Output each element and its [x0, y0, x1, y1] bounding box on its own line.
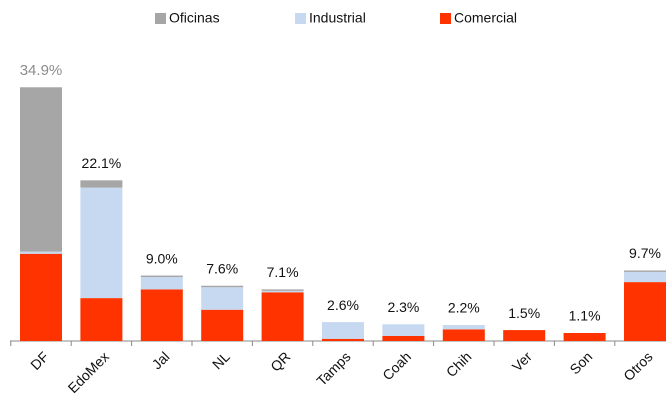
bar-segment — [563, 333, 606, 341]
legend-label: Comercial — [454, 10, 517, 26]
bar-segment — [322, 338, 364, 341]
bar-segment — [140, 277, 183, 290]
bar-segment — [442, 325, 485, 330]
bar-segment — [624, 271, 666, 283]
bar-segment — [201, 287, 244, 310]
bar-segment — [382, 324, 425, 336]
bar-segment — [20, 253, 62, 341]
x-tick-label: NL — [209, 348, 233, 372]
total-label: 2.2% — [448, 300, 480, 316]
bar-segment — [140, 275, 183, 278]
bar-segment — [624, 282, 666, 341]
bar-segment — [322, 322, 364, 339]
legend-label: Industrial — [309, 10, 366, 26]
total-label: 1.1% — [569, 308, 601, 324]
bar-segment — [442, 329, 485, 341]
legend-swatch — [440, 13, 451, 24]
x-tick-label: Jal — [149, 348, 173, 372]
total-label: 9.7% — [629, 245, 661, 261]
bar-segment — [382, 335, 425, 341]
x-tick-label: Son — [566, 348, 595, 377]
bar-segment — [80, 298, 123, 341]
legend-label: Oficinas — [169, 10, 220, 26]
x-tick-label: Coah — [379, 348, 414, 383]
x-tick-label: EdoMex — [65, 348, 113, 396]
bar-segment — [261, 290, 304, 293]
legend-swatch — [295, 13, 306, 24]
total-label: 9.0% — [146, 250, 178, 266]
x-tick-label: Chih — [443, 348, 475, 380]
bar-segment — [20, 87, 62, 252]
total-label: 1.5% — [508, 305, 540, 321]
total-label: 34.9% — [20, 62, 63, 79]
total-label: 2.3% — [387, 299, 419, 315]
bar-segment — [261, 292, 304, 341]
bar-segment — [80, 187, 123, 299]
total-label: 2.6% — [327, 297, 359, 313]
legend-swatch — [155, 13, 166, 24]
bar-segment — [503, 330, 546, 341]
x-tick-label: Ver — [509, 348, 535, 374]
bar-segment — [624, 270, 666, 272]
bar-segment — [80, 180, 123, 188]
bar-segment — [20, 251, 62, 254]
bar-segment — [201, 285, 244, 288]
total-label: 7.6% — [206, 260, 238, 276]
bar-segment — [261, 289, 304, 291]
total-label: 22.1% — [82, 155, 122, 171]
x-tick-label: DF — [27, 348, 52, 373]
bar-segment — [140, 289, 183, 341]
bar-segment — [201, 309, 244, 341]
x-tick-label: QR — [267, 348, 293, 374]
x-tick-label: Tamps — [313, 348, 353, 388]
total-label: 7.1% — [267, 264, 299, 280]
x-tick-label: Otros — [620, 348, 656, 384]
